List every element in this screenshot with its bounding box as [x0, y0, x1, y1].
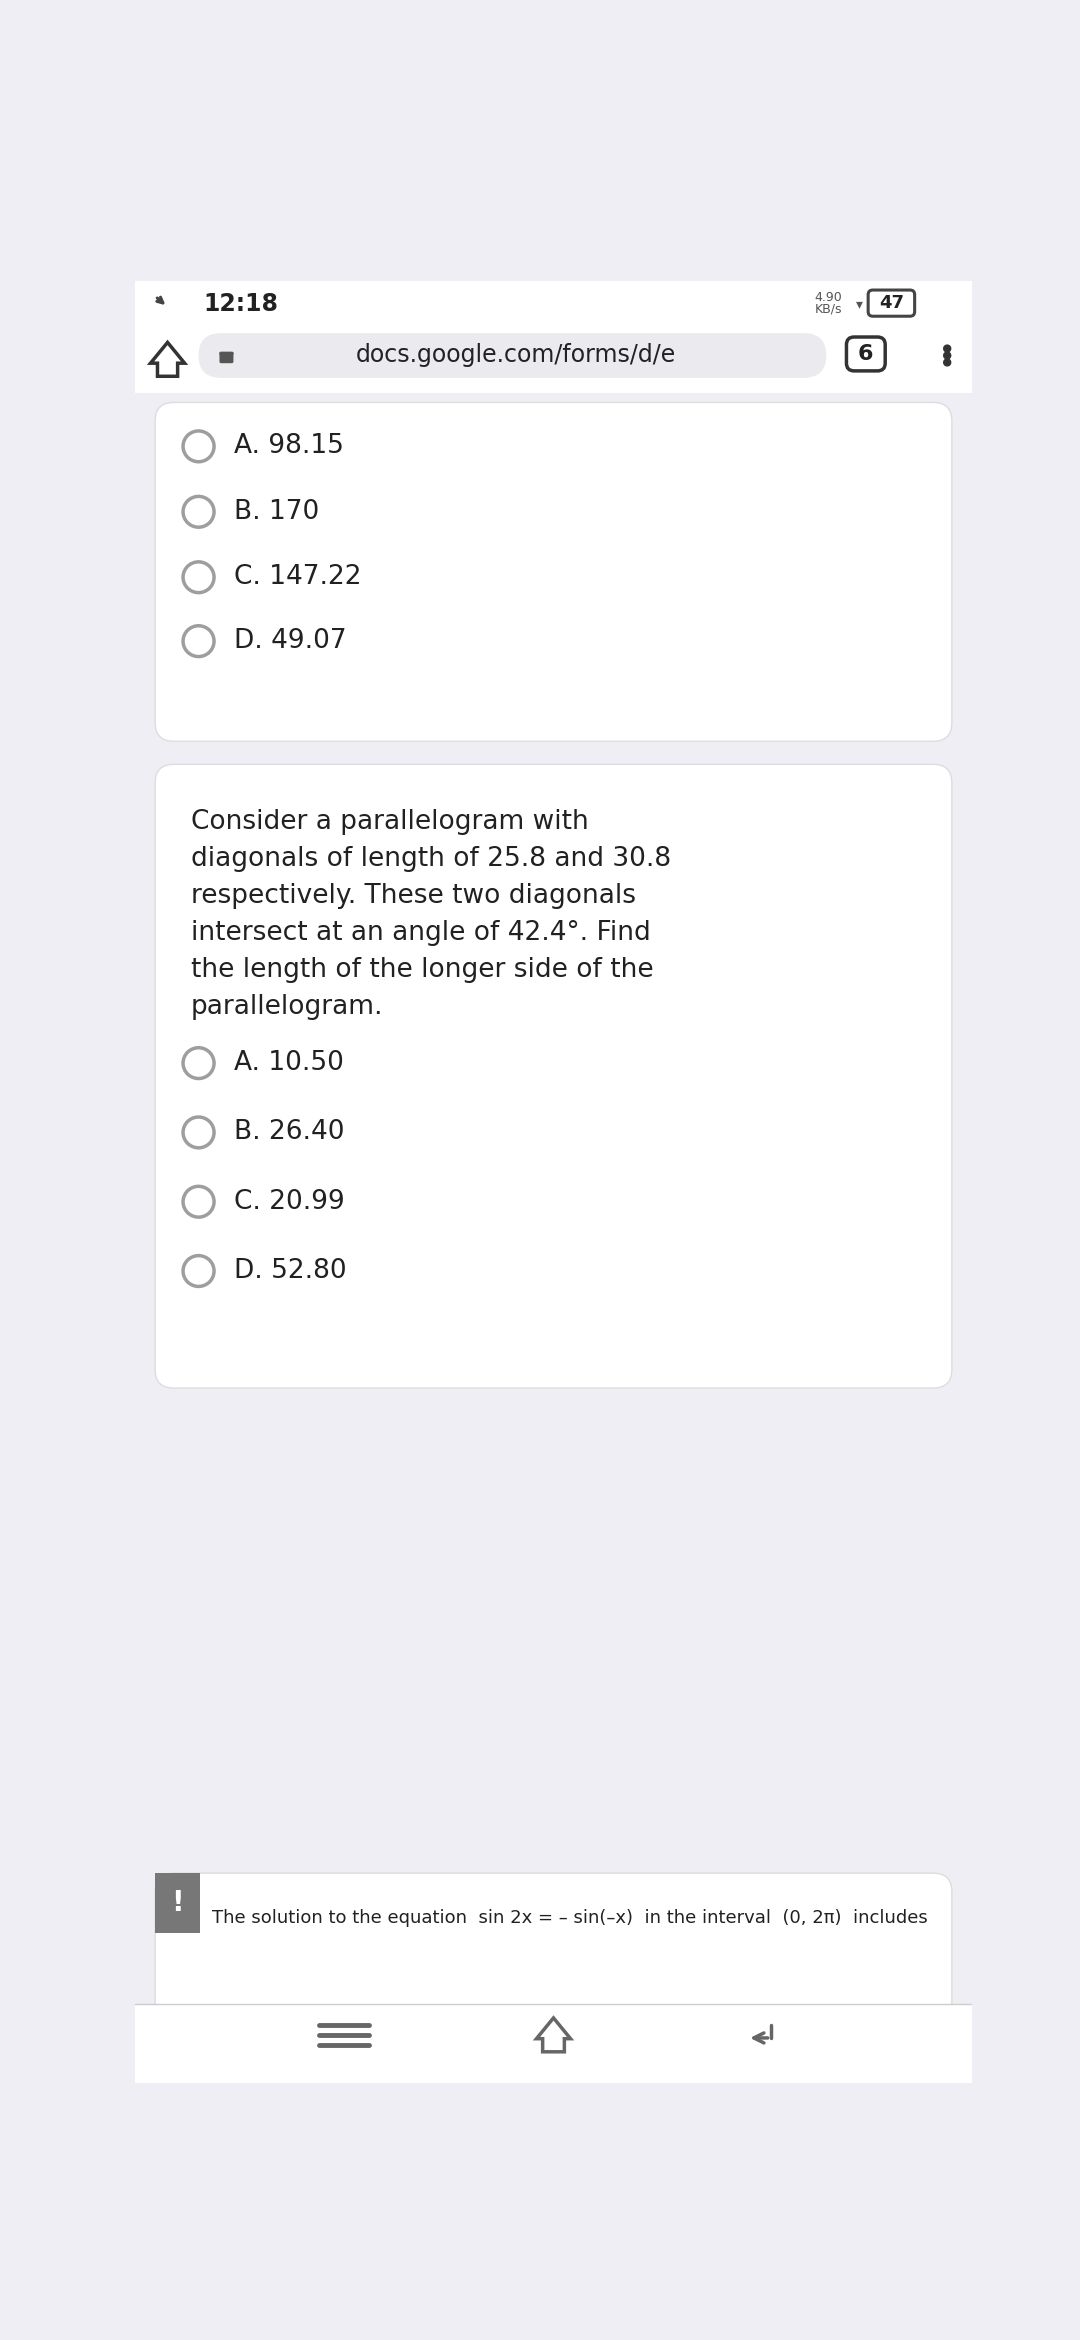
FancyBboxPatch shape: [156, 765, 951, 1388]
Text: Consider a parallelogram with: Consider a parallelogram with: [191, 810, 589, 835]
Text: D. 49.07: D. 49.07: [234, 627, 347, 655]
Text: 47: 47: [879, 295, 904, 311]
FancyBboxPatch shape: [156, 1872, 200, 1933]
Text: A. 98.15: A. 98.15: [234, 433, 345, 459]
FancyBboxPatch shape: [199, 332, 826, 377]
Text: The solution to the equation  sin 2x = – sin(–x)  in the interval  (0, 2π)  incl: The solution to the equation sin 2x = – …: [213, 1909, 928, 1926]
Text: KB/s: KB/s: [815, 302, 842, 316]
Text: B. 26.40: B. 26.40: [234, 1119, 345, 1144]
FancyBboxPatch shape: [156, 402, 951, 742]
Text: 6: 6: [859, 344, 874, 365]
FancyBboxPatch shape: [135, 2003, 972, 2083]
FancyBboxPatch shape: [135, 325, 972, 393]
Text: parallelogram.: parallelogram.: [191, 994, 383, 1020]
Text: respectively. These two diagonals: respectively. These two diagonals: [191, 882, 636, 908]
Circle shape: [944, 351, 950, 358]
FancyBboxPatch shape: [847, 337, 886, 372]
Text: A. 10.50: A. 10.50: [234, 1051, 345, 1076]
Text: intersect at an angle of 42.4°. Find: intersect at an angle of 42.4°. Find: [191, 920, 650, 945]
Text: docs.google.com/forms/d/e: docs.google.com/forms/d/e: [356, 344, 676, 367]
FancyBboxPatch shape: [156, 1872, 951, 2043]
FancyBboxPatch shape: [135, 281, 972, 2083]
Text: C. 147.22: C. 147.22: [234, 564, 362, 590]
Text: !: !: [172, 1888, 184, 1916]
Text: D. 52.80: D. 52.80: [234, 1259, 347, 1285]
Circle shape: [944, 344, 950, 351]
FancyBboxPatch shape: [219, 351, 233, 363]
FancyBboxPatch shape: [135, 281, 972, 325]
Text: ▾: ▾: [856, 297, 863, 311]
Text: B. 170: B. 170: [234, 498, 320, 524]
Text: the length of the longer side of the: the length of the longer side of the: [191, 957, 653, 983]
Text: 4.90: 4.90: [814, 290, 842, 304]
Circle shape: [944, 358, 950, 365]
FancyBboxPatch shape: [868, 290, 915, 316]
Text: C. 20.99: C. 20.99: [234, 1189, 345, 1214]
Text: diagonals of length of 25.8 and 30.8: diagonals of length of 25.8 and 30.8: [191, 847, 671, 873]
Text: 12:18: 12:18: [203, 292, 279, 316]
